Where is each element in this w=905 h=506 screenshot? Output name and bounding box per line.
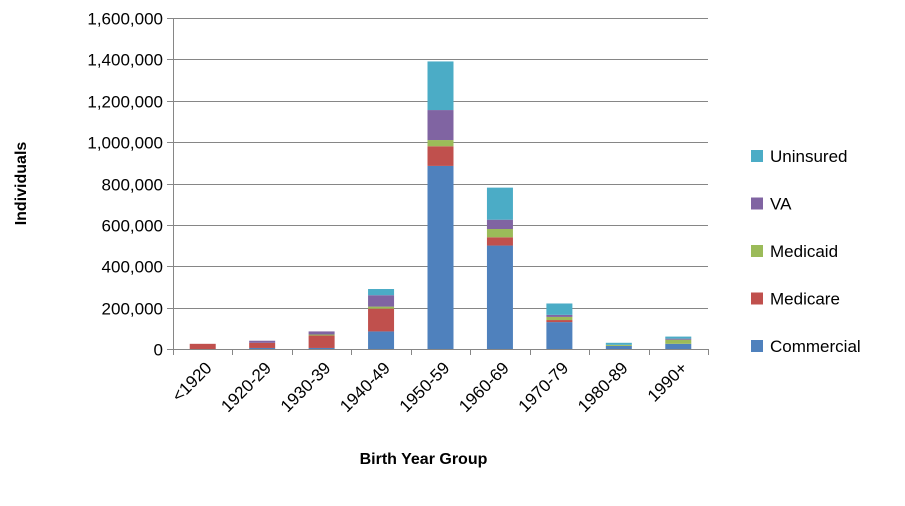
bar-segment-medicare bbox=[546, 320, 573, 323]
legend-label-uninsured: Uninsured bbox=[770, 147, 848, 166]
y-tick-label: 400,000 bbox=[102, 258, 163, 277]
bar-segment-medicare bbox=[486, 237, 513, 246]
y-tick-label: 1,000,000 bbox=[87, 134, 163, 153]
legend-swatch-medicaid bbox=[751, 245, 763, 257]
legend-label-medicaid: Medicaid bbox=[770, 242, 838, 261]
bar-segment-commercial bbox=[427, 165, 454, 349]
x-tick-label: <1920 bbox=[168, 358, 215, 405]
axes: 0 200,000 400,000 600,000 800,000 1,000,000 1,… bbox=[87, 10, 709, 416]
x-tick-label: 1990+ bbox=[644, 358, 691, 405]
y-tick-label: 0 bbox=[154, 341, 163, 360]
bar-segment-va bbox=[427, 110, 454, 141]
bar-segment-commercial bbox=[605, 345, 632, 349]
legend-label-medicare: Medicare bbox=[770, 290, 840, 309]
legend-swatch-va bbox=[751, 197, 763, 210]
bar-segment-va bbox=[486, 219, 513, 230]
bar-segment-commercial bbox=[665, 343, 692, 349]
legend-swatch-medicare bbox=[751, 292, 763, 305]
bar-segment-medicare bbox=[189, 343, 216, 349]
x-tick-label: 1940-49 bbox=[336, 358, 394, 416]
bar-segment-uninsured bbox=[665, 336, 692, 339]
x-axis-title: Birth Year Group bbox=[360, 451, 488, 468]
x-tick-label: 1920-29 bbox=[217, 358, 275, 416]
y-tick-label: 800,000 bbox=[102, 176, 163, 195]
legend-swatch-commercial bbox=[751, 340, 763, 352]
bar-segment-va bbox=[546, 314, 573, 317]
legend-label-commercial: Commercial bbox=[770, 337, 861, 356]
y-tick-label: 600,000 bbox=[102, 217, 163, 236]
bar-segment-va bbox=[665, 338, 692, 340]
bar-segment-va bbox=[249, 340, 276, 343]
x-tick-label: 1950-59 bbox=[396, 358, 454, 416]
x-tick-label: 1980-89 bbox=[574, 358, 632, 416]
bar-segment-uninsured bbox=[486, 187, 513, 220]
bar-segment-medicaid bbox=[308, 334, 335, 336]
y-tick-label: 200,000 bbox=[102, 300, 163, 319]
y-tick-label: 1,600,000 bbox=[87, 10, 163, 29]
bar-segment-uninsured bbox=[605, 342, 632, 345]
bar-segment-commercial bbox=[486, 245, 513, 349]
bar-segment-medicaid bbox=[665, 339, 692, 344]
bar-segment-commercial bbox=[308, 347, 335, 349]
bar-segment-commercial bbox=[249, 347, 276, 349]
bar-segment-uninsured bbox=[546, 303, 573, 315]
bar-segment-commercial bbox=[546, 322, 573, 349]
bar-segment-medicare bbox=[427, 146, 454, 166]
bar-segment-medicare bbox=[308, 335, 335, 348]
bar-segment-medicare bbox=[249, 342, 276, 348]
legend-label-va: VA bbox=[770, 195, 792, 214]
x-tick-label: 1960-69 bbox=[455, 358, 513, 416]
x-tick-label: 1970-79 bbox=[515, 358, 573, 416]
bar-segment-medicaid bbox=[427, 140, 454, 147]
x-tick-label: 1930-39 bbox=[277, 358, 335, 416]
legend: Uninsured VA Medicaid Medicare Commercial bbox=[751, 147, 861, 356]
bar-segment-va bbox=[308, 331, 335, 335]
bar-segment-commercial bbox=[368, 331, 395, 349]
y-axis-title: Individuals bbox=[13, 142, 30, 226]
bars bbox=[189, 61, 692, 349]
bar-segment-uninsured bbox=[427, 61, 454, 111]
bar-segment-medicaid bbox=[486, 229, 513, 238]
y-tick-label: 1,200,000 bbox=[87, 93, 163, 112]
bar-segment-medicaid bbox=[368, 306, 395, 309]
bar-segment-medicaid bbox=[546, 316, 573, 321]
bar-segment-medicare bbox=[368, 308, 395, 332]
y-tick-label: 1,400,000 bbox=[87, 51, 163, 70]
legend-swatch-uninsured bbox=[751, 150, 763, 162]
bar-segment-medicaid bbox=[605, 344, 632, 346]
bar-segment-va bbox=[368, 295, 395, 307]
bar-segment-uninsured bbox=[368, 289, 395, 296]
